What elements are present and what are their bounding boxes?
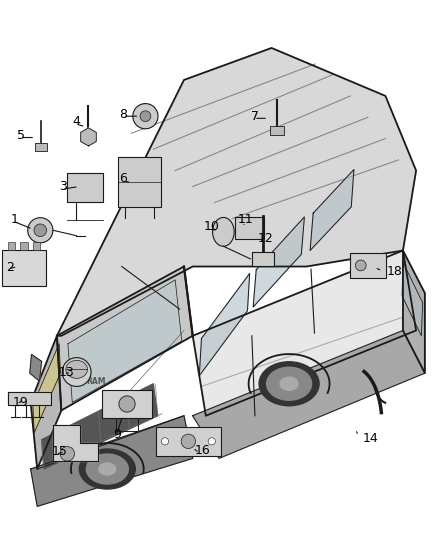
Polygon shape <box>31 336 61 469</box>
Bar <box>102 390 152 418</box>
Bar <box>235 217 264 239</box>
Ellipse shape <box>355 260 366 271</box>
Text: 2: 2 <box>6 261 14 274</box>
Ellipse shape <box>140 111 151 122</box>
Text: RAM: RAM <box>87 377 106 385</box>
Polygon shape <box>403 251 425 373</box>
Text: 16: 16 <box>195 444 211 457</box>
Bar <box>8 243 15 249</box>
Polygon shape <box>31 416 193 506</box>
Bar <box>3 249 46 286</box>
Polygon shape <box>30 354 42 381</box>
Polygon shape <box>253 217 304 307</box>
Polygon shape <box>402 262 423 336</box>
Polygon shape <box>81 128 96 146</box>
Polygon shape <box>8 392 51 405</box>
Bar <box>35 143 47 151</box>
Text: 12: 12 <box>258 232 273 245</box>
Text: 19: 19 <box>12 396 28 409</box>
Bar <box>67 173 103 202</box>
Text: 11: 11 <box>237 213 253 226</box>
Text: 7: 7 <box>251 110 258 123</box>
Ellipse shape <box>133 103 158 129</box>
Text: 10: 10 <box>204 220 220 233</box>
Ellipse shape <box>60 447 74 461</box>
Text: 3: 3 <box>59 180 67 193</box>
Bar <box>350 253 386 278</box>
Polygon shape <box>199 273 250 376</box>
Ellipse shape <box>280 377 298 390</box>
Polygon shape <box>33 344 60 433</box>
Polygon shape <box>193 251 416 416</box>
Ellipse shape <box>86 454 128 484</box>
Text: 15: 15 <box>52 446 67 458</box>
Bar <box>252 252 274 266</box>
Bar <box>118 157 161 207</box>
Ellipse shape <box>62 358 91 386</box>
Bar <box>33 243 40 249</box>
Ellipse shape <box>267 367 311 400</box>
Polygon shape <box>310 169 354 251</box>
Ellipse shape <box>161 438 169 445</box>
Polygon shape <box>53 425 98 461</box>
Text: 5: 5 <box>17 130 25 142</box>
Ellipse shape <box>119 396 135 412</box>
Text: 14: 14 <box>363 432 378 445</box>
Ellipse shape <box>34 224 46 237</box>
Polygon shape <box>57 266 193 410</box>
Text: 9: 9 <box>113 428 121 441</box>
Text: 8: 8 <box>119 108 127 121</box>
Text: 1: 1 <box>11 213 19 226</box>
Bar <box>21 243 28 249</box>
Bar <box>156 427 221 456</box>
Text: 6: 6 <box>119 172 127 185</box>
Ellipse shape <box>66 360 88 378</box>
Bar <box>270 126 284 134</box>
Polygon shape <box>68 280 182 402</box>
Ellipse shape <box>79 449 135 489</box>
Ellipse shape <box>259 362 319 406</box>
Ellipse shape <box>208 438 215 445</box>
Polygon shape <box>57 48 416 336</box>
Text: 18: 18 <box>386 265 402 278</box>
Text: 13: 13 <box>59 366 75 378</box>
Ellipse shape <box>212 217 234 246</box>
Ellipse shape <box>99 463 116 475</box>
Ellipse shape <box>28 217 53 243</box>
Polygon shape <box>193 330 425 458</box>
Ellipse shape <box>181 434 195 449</box>
Text: 4: 4 <box>72 115 80 128</box>
Polygon shape <box>42 384 158 469</box>
